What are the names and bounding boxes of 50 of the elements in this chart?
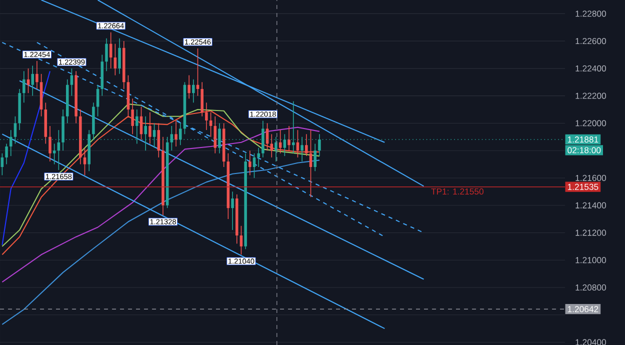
line-series (2, 126, 320, 283)
candlestick (192, 79, 195, 104)
candlestick (26, 68, 30, 94)
candlestick (118, 38, 121, 74)
annotation: TP1: 1.21550 (431, 188, 484, 195)
candlestick (257, 147, 260, 168)
candlestick (148, 112, 152, 144)
y-tick-label: 1.21000 (576, 257, 606, 264)
candlestick (305, 134, 308, 156)
y-tick-label: 1.22400 (576, 65, 606, 72)
candlestick (96, 84, 100, 117)
ref-line-label: 1.21881 (568, 136, 598, 143)
y-tick-label: 1.22200 (576, 92, 606, 99)
y-tick-label: 1.21200 (576, 230, 606, 236)
candlestick (83, 147, 86, 176)
y-tick-label: 1.20400 (576, 339, 606, 345)
candlestick (231, 191, 234, 230)
candlestick (288, 126, 290, 151)
line-series (2, 160, 320, 325)
candlestick (105, 38, 108, 72)
candlestick (188, 74, 190, 99)
candlestick (52, 143, 56, 165)
y-tick-label: 1.20800 (576, 284, 606, 291)
candlestick (270, 134, 274, 158)
ref-line-label: 1.20642 (568, 306, 598, 312)
candlestick (200, 82, 204, 117)
y-tick-label: 1.22800 (576, 10, 606, 17)
candlestick (22, 70, 26, 104)
text: 02:18:00 (568, 147, 601, 154)
candlestick (157, 122, 160, 158)
candlestick (114, 43, 117, 76)
candlestick (278, 130, 282, 154)
y-tick-label: 1.22600 (576, 38, 606, 44)
candlestick (31, 65, 34, 96)
ref-line-label: 1.21535 (568, 184, 598, 190)
candlestick (214, 116, 217, 154)
candlestick (174, 120, 178, 147)
y-tick-label: 1.21400 (576, 202, 606, 208)
y-tick-label: 1.22000 (576, 120, 606, 126)
candlestick (131, 98, 134, 135)
y-tick-label: 1.21600 (576, 174, 606, 182)
candlestick (48, 126, 52, 162)
candlestick (240, 225, 243, 256)
candlestick (248, 150, 252, 176)
candlestick (14, 116, 17, 144)
candlestick (205, 102, 208, 130)
candlestick (36, 60, 38, 90)
candlestick (209, 112, 212, 138)
candlestick (314, 143, 316, 172)
candlestick (5, 143, 8, 165)
